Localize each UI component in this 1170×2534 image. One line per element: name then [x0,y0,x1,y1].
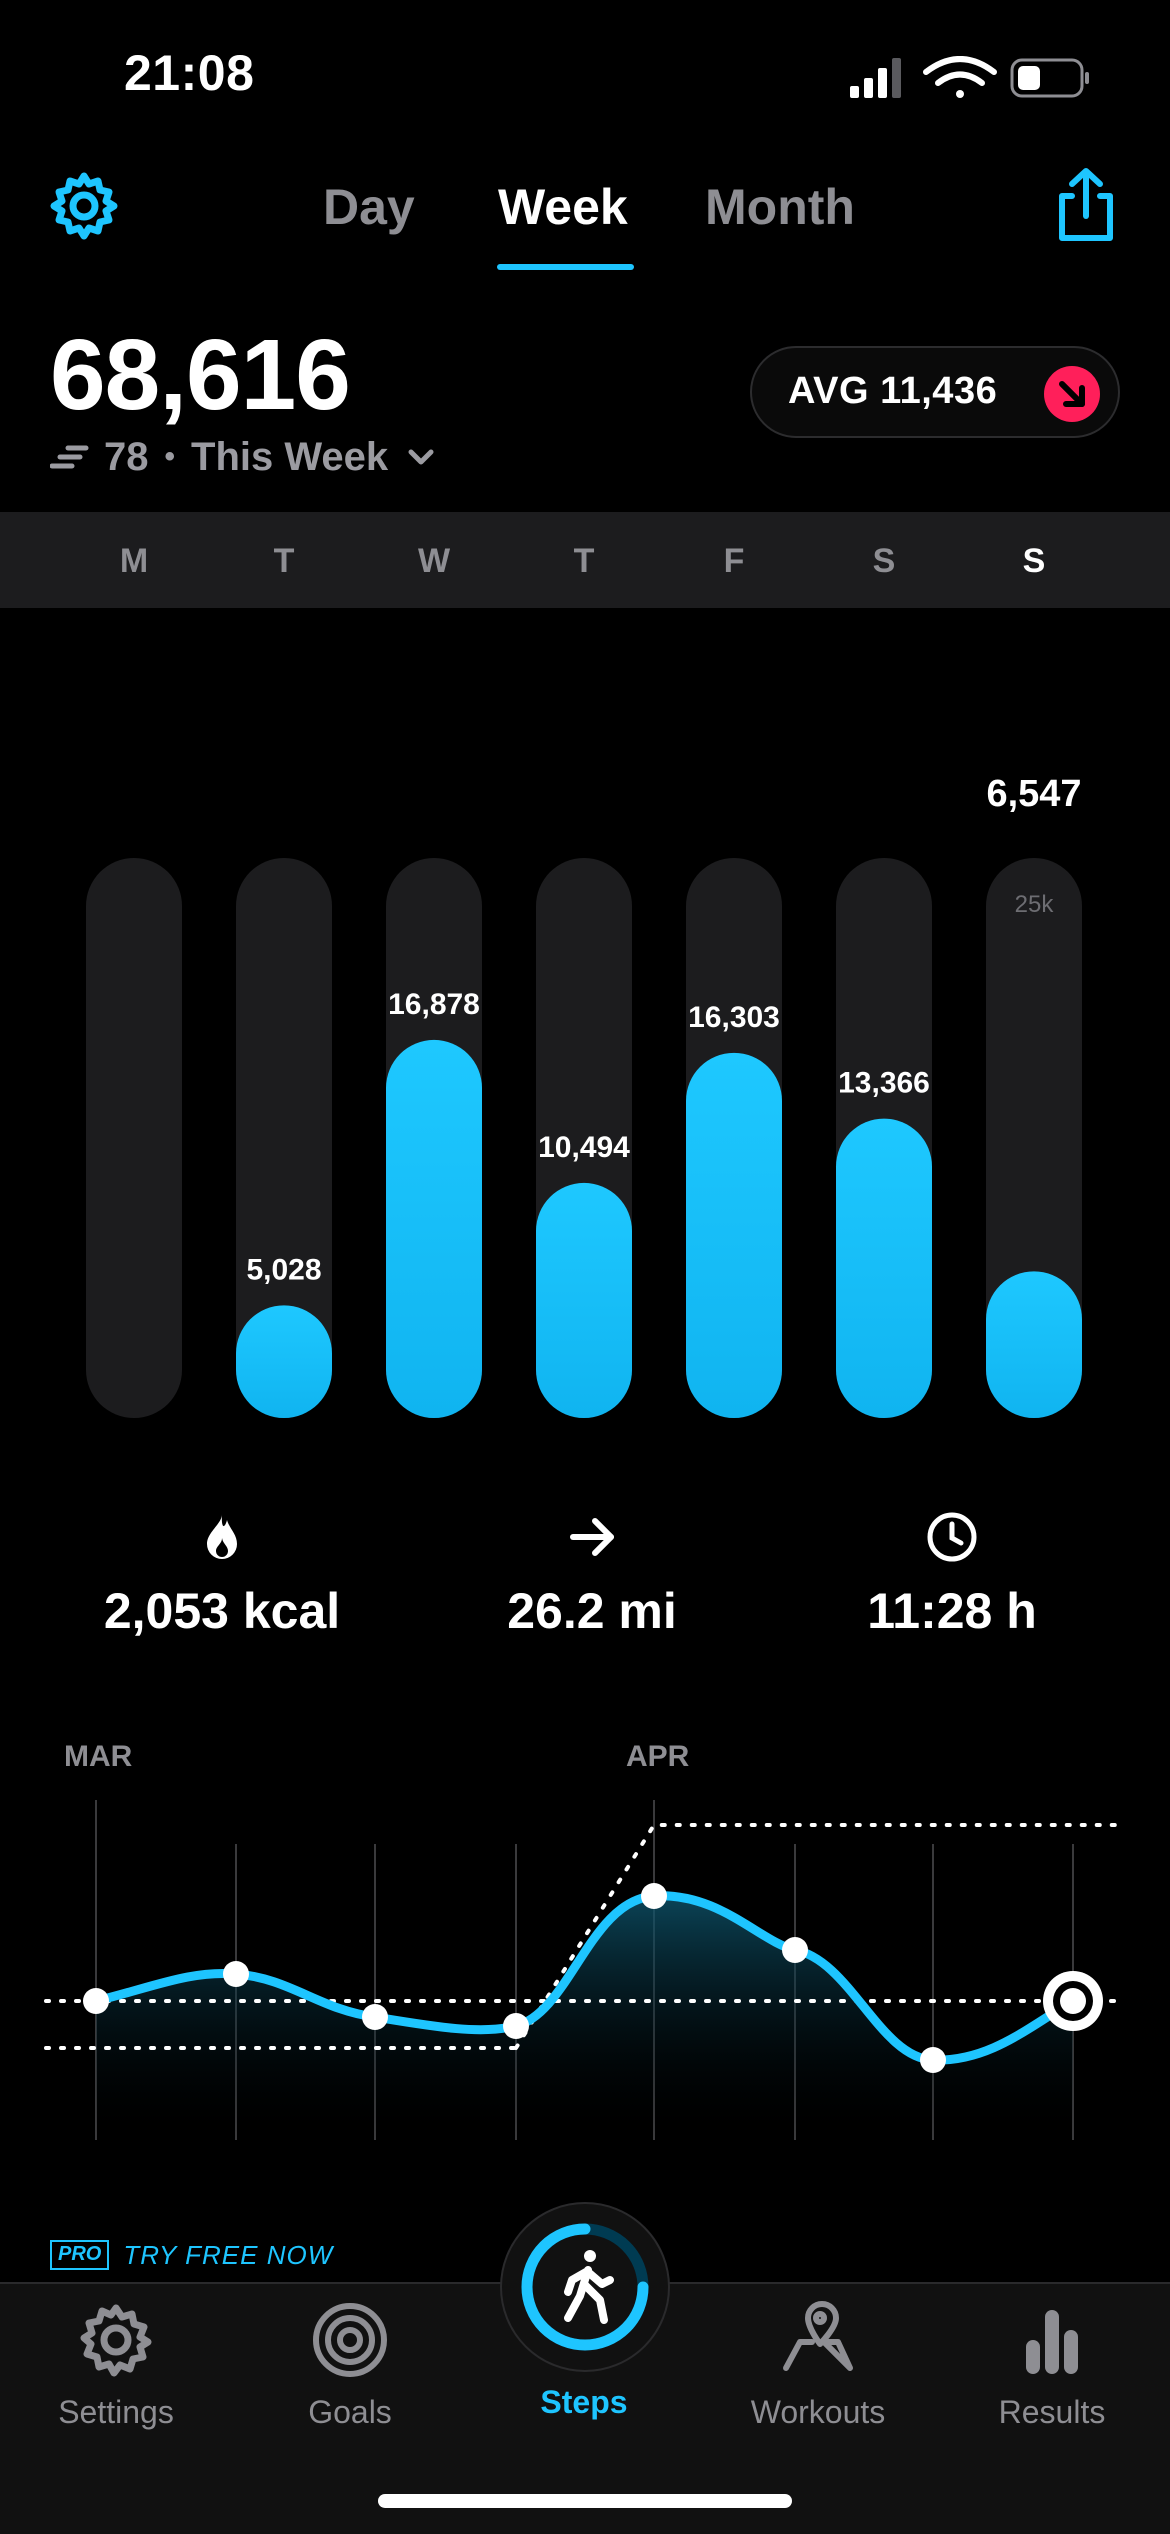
tab-month[interactable]: Month [705,179,855,235]
weekday-row: M T W T F S S [0,512,1170,608]
day-label-sun[interactable]: S [1022,542,1046,580]
trend-lines-icon [50,445,89,469]
average-label: AVG 11,436 [788,370,998,412]
tab-steps[interactable]: Steps [474,2384,694,2421]
share-icon[interactable] [1050,166,1122,246]
separator-dot: • [164,440,176,473]
settings-gear-icon[interactable] [48,170,120,242]
trend-point [362,2004,388,2030]
delta-value: 78 [104,434,149,479]
promo-text: TRY FREE NOW [123,2239,334,2270]
bar-value-label: 16,878 [388,988,480,1021]
day-label-mon[interactable]: M [119,542,149,580]
bar-fill[interactable] [686,1052,782,1418]
arrow-down-right-icon [1044,366,1100,422]
tab-goals[interactable]: Goals [240,2300,460,2431]
trend-point [782,1937,808,1963]
bar-value-label: 13,366 [838,1067,930,1100]
chart-scale-label: 25k [1015,891,1055,918]
trend-area [96,1895,1073,2140]
tab-workouts[interactable]: Workouts [708,2300,928,2431]
day-label-tue[interactable]: T [273,542,295,580]
bar-value-label: 5,028 [246,1253,321,1286]
bar-value-label: 16,303 [688,1001,780,1034]
bar-fill[interactable] [386,1039,482,1418]
trend-point [920,2047,946,2073]
walking-person-icon[interactable] [516,2218,654,2356]
gear-icon [80,2304,152,2377]
battery-icon [1010,58,1089,98]
total-steps: 68,616 [50,319,351,431]
calories-value: 2,053 kcal [103,1583,341,1639]
duration-value: 11:28 h [867,1583,1037,1639]
trend-line [91,1891,1078,2065]
trend-point [223,1961,249,1987]
target-icon [313,2303,387,2377]
tab-settings-label: Settings [58,2394,174,2430]
tab-day[interactable]: Day [323,179,415,235]
bar-fill[interactable] [536,1182,632,1418]
wifi-icon [923,56,997,98]
tab-results[interactable]: Results [942,2300,1162,2431]
tab-selected-indicator [497,264,634,270]
day-label-thu[interactable]: T [573,542,595,580]
bar-fill[interactable] [836,1118,932,1418]
signal-icon [850,58,901,98]
average-pill[interactable]: AVG 11,436 [750,346,1120,438]
trend-point [83,1988,109,2014]
stat-duration: 11:28 h [802,1510,1102,1640]
tab-workouts-label: Workouts [750,2394,886,2430]
chevron-down-icon [408,449,434,465]
status-icons [850,56,1089,98]
tab-settings[interactable]: Settings [6,2300,226,2431]
bar-track [86,858,182,1418]
clock-icon [927,1512,977,1562]
status-time: 21:08 [124,45,255,101]
trend-points [83,1883,946,2073]
flame-icon [207,1514,237,1559]
tab-goals-label: Goals [308,2394,392,2430]
day-label-sat[interactable]: S [872,542,896,580]
bar-value-label: 10,494 [538,1131,630,1164]
home-indicator [378,2494,792,2508]
trend-point [503,2013,529,2039]
stat-distance: 26.2 mi [442,1510,742,1640]
trend-point [641,1883,667,1909]
tab-results-label: Results [998,2394,1106,2430]
day-label-wed[interactable]: W [417,542,451,580]
period-label: This Week [191,434,389,479]
map-pin-icon [783,2301,853,2371]
tab-steps-label: Steps [540,2384,628,2420]
weekly-steps-chart: 5,028 16,878 10,494 16,303 13,366 6,547 25k [86,773,1082,1418]
trend-month-label: APR [626,1740,690,1773]
bar-track [236,858,332,1418]
day-label-fri[interactable]: F [723,542,745,580]
tab-week[interactable]: Week [498,179,628,235]
trend-month-label: MAR [64,1740,133,1773]
stat-calories: 2,053 kcal [72,1510,372,1640]
bar-fill[interactable] [236,1305,332,1418]
steps-trend-graph [44,1800,1122,2140]
trend-average-lines [44,1823,1122,2050]
period-selector[interactable]: 78 • This Week [50,432,436,482]
trend-current-point [1043,1971,1103,2031]
arrow-right-icon [570,1518,614,1556]
distance-value: 26.2 mi [507,1583,677,1639]
bar-value-label: 6,547 [986,773,1081,815]
bar-chart-icon [1026,2310,1078,2374]
promo-banner[interactable]: PRO TRY FREE NOW [50,2240,333,2270]
pro-badge: PRO [50,2240,110,2270]
bar-fill[interactable] [986,1271,1082,1418]
